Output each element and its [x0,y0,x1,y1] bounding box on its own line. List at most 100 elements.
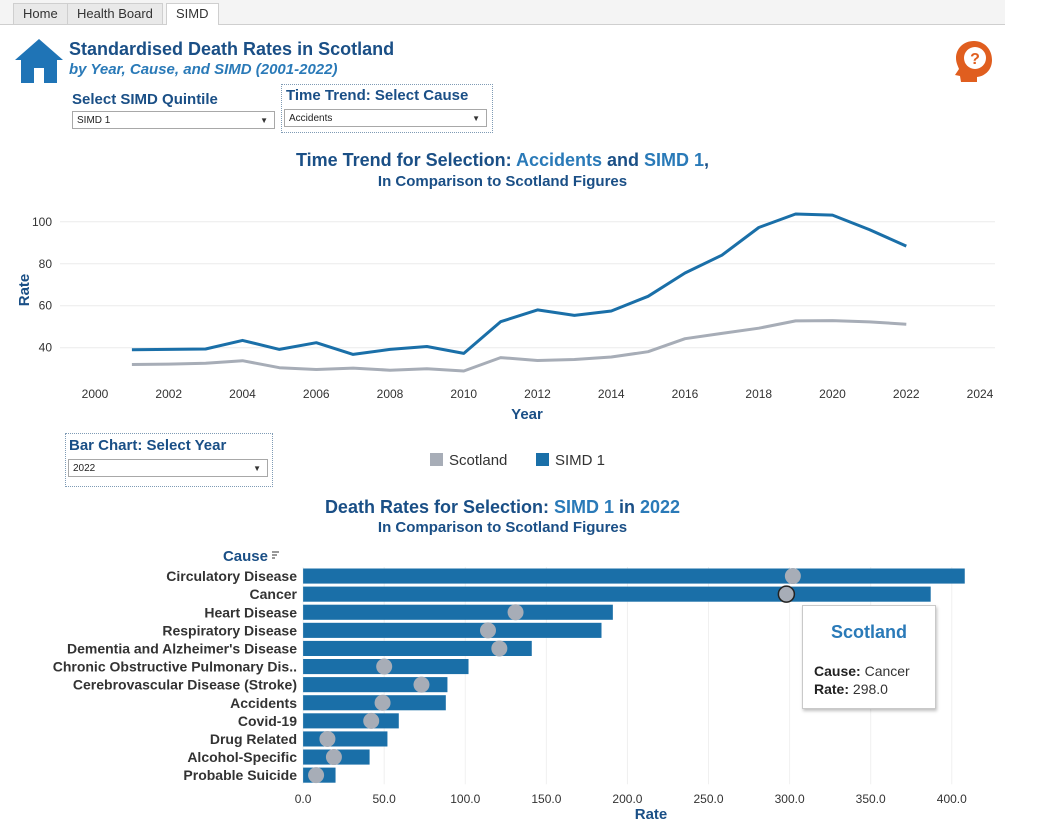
year-filter-box [65,433,273,487]
line-chart-subtitle: In Comparison to Scotland Figures [377,173,628,190]
svg-text:?: ? [970,51,980,68]
x-tick-label: 2016 [672,387,699,401]
dot-scotland [777,585,796,603]
cause-dropdown[interactable]: Accidents ▼ [284,109,487,127]
legend-item-scotland[interactable]: Scotland [430,452,507,469]
bar-simd [303,640,532,656]
tab-health-board[interactable]: Health Board [67,3,163,24]
bar-simd [303,677,448,693]
chevron-down-icon: ▼ [472,114,480,123]
page-subtitle: by Year, Cause, and SIMD (2001-2022) [69,61,338,78]
category-label: Circulatory Disease [166,568,297,584]
bar-simd [303,713,399,729]
dot-scotland [376,658,393,675]
category-label: Chronic Obstructive Pulmonary Dis.. [53,659,297,675]
x-tick-label: 2004 [229,387,256,401]
tooltip-title: Scotland [830,622,907,642]
x-axis-label: Rate [635,806,668,822]
x-tick-label: 2012 [524,387,551,401]
x-tick-label: 400.0 [937,792,967,806]
x-tick-label: 350.0 [856,792,886,806]
tooltip-cause: Cause: Cancer [814,663,910,679]
dot-scotland [374,694,391,711]
x-tick-label: 300.0 [775,792,805,806]
x-tick-label: 2020 [819,387,846,401]
category-label: Cancer [250,586,298,602]
simd-quintile-label: Select SIMD Quintile [72,91,218,108]
category-label: Respiratory Disease [162,622,297,638]
sort-icon[interactable] [272,551,279,559]
x-tick-label: 2022 [893,387,920,401]
cause-value: Accidents [289,113,333,124]
category-label: Probable Suicide [183,767,297,783]
line-chart-title: Time Trend for Selection: Accidents and … [295,150,710,170]
dot-scotland [413,676,430,693]
help-brain-icon[interactable]: ? [951,38,997,84]
bar-simd [303,604,613,620]
legend-swatch-scotland [430,453,443,466]
cause-filter-box [281,84,493,133]
dot-scotland [479,622,496,639]
x-axis-label: Year [511,406,543,423]
y-axis-label: Cause [223,548,268,565]
chevron-down-icon: ▼ [260,116,268,125]
y-tick-label: 40 [39,341,53,355]
tooltip: Scotland Cause: Cancer Rate: 298.0 [802,605,936,709]
series-line-simd-1 [131,212,907,356]
y-tick-label: 60 [39,299,53,313]
legend-swatch-simd [536,453,549,466]
x-tick-label: 100.0 [450,792,480,806]
x-tick-label: 2002 [155,387,182,401]
tab-home[interactable]: Home [13,3,68,24]
y-tick-label: 100 [32,215,52,229]
x-tick-label: 2008 [377,387,404,401]
cause-label: Time Trend: Select Cause [286,87,469,104]
x-tick-label: 2018 [745,387,772,401]
simd-quintile-value: SIMD 1 [77,115,111,126]
tooltip-rate: Rate: 298.0 [814,681,888,697]
category-label: Heart Disease [204,604,297,620]
line-chart: 40 60 80 100 2000 2002 2004 2006 2008 2010 2012 201… [16,212,995,423]
bar-chart: 0.0 50.0 100.0 150.0 200.0 250.0 300.0 350.0 400… [53,548,967,822]
year-label: Bar Chart: Select Year [69,437,227,454]
x-tick-label: 150.0 [531,792,561,806]
chevron-down-icon: ▼ [253,464,261,473]
category-label: Cerebrovascular Disease (Stroke) [73,677,297,693]
category-label: Covid-19 [238,713,297,729]
year-dropdown[interactable]: 2022 ▼ [68,459,268,477]
bar-simd [303,586,931,602]
dot-scotland [784,568,801,585]
simd-quintile-dropdown[interactable]: SIMD 1 ▼ [72,111,275,129]
x-tick-label: 200.0 [612,792,642,806]
category-label: Drug Related [210,731,297,747]
category-label: Alcohol-Specific [187,749,297,765]
x-tick-label: 250.0 [694,792,724,806]
x-tick-label: 2014 [598,387,625,401]
page-title: Standardised Death Rates in Scotland [69,39,395,59]
x-tick-label: 2000 [82,387,109,401]
x-tick-label: 0.0 [295,792,312,806]
x-tick-label: 50.0 [373,792,397,806]
bar-chart-subtitle: In Comparison to Scotland Figures [377,519,628,536]
legend-item-simd[interactable]: SIMD 1 [536,452,605,469]
dot-scotland [363,712,380,729]
bar-simd [303,695,446,711]
bar-simd [303,622,602,638]
year-value: 2022 [73,463,96,474]
bar-simd [303,568,965,584]
dot-scotland [308,767,325,784]
x-tick-label: 2010 [450,387,477,401]
x-tick-label: 2024 [967,387,994,401]
y-tick-label: 80 [39,257,53,271]
series-line-scotland [131,319,907,373]
category-label: Accidents [230,695,297,711]
tab-simd[interactable]: SIMD [166,3,219,25]
x-tick-label: 2006 [303,387,330,401]
dot-scotland [325,749,342,766]
bar-simd [303,731,388,747]
home-icon[interactable] [14,38,64,84]
bar-chart-title: Death Rates for Selection: SIMD 1 in 202… [324,497,681,517]
category-label: Dementia and Alzheimer's Disease [67,640,297,656]
y-axis-label: Rate [16,274,33,307]
tab-bar: Home Health Board SIMD [0,0,1005,25]
